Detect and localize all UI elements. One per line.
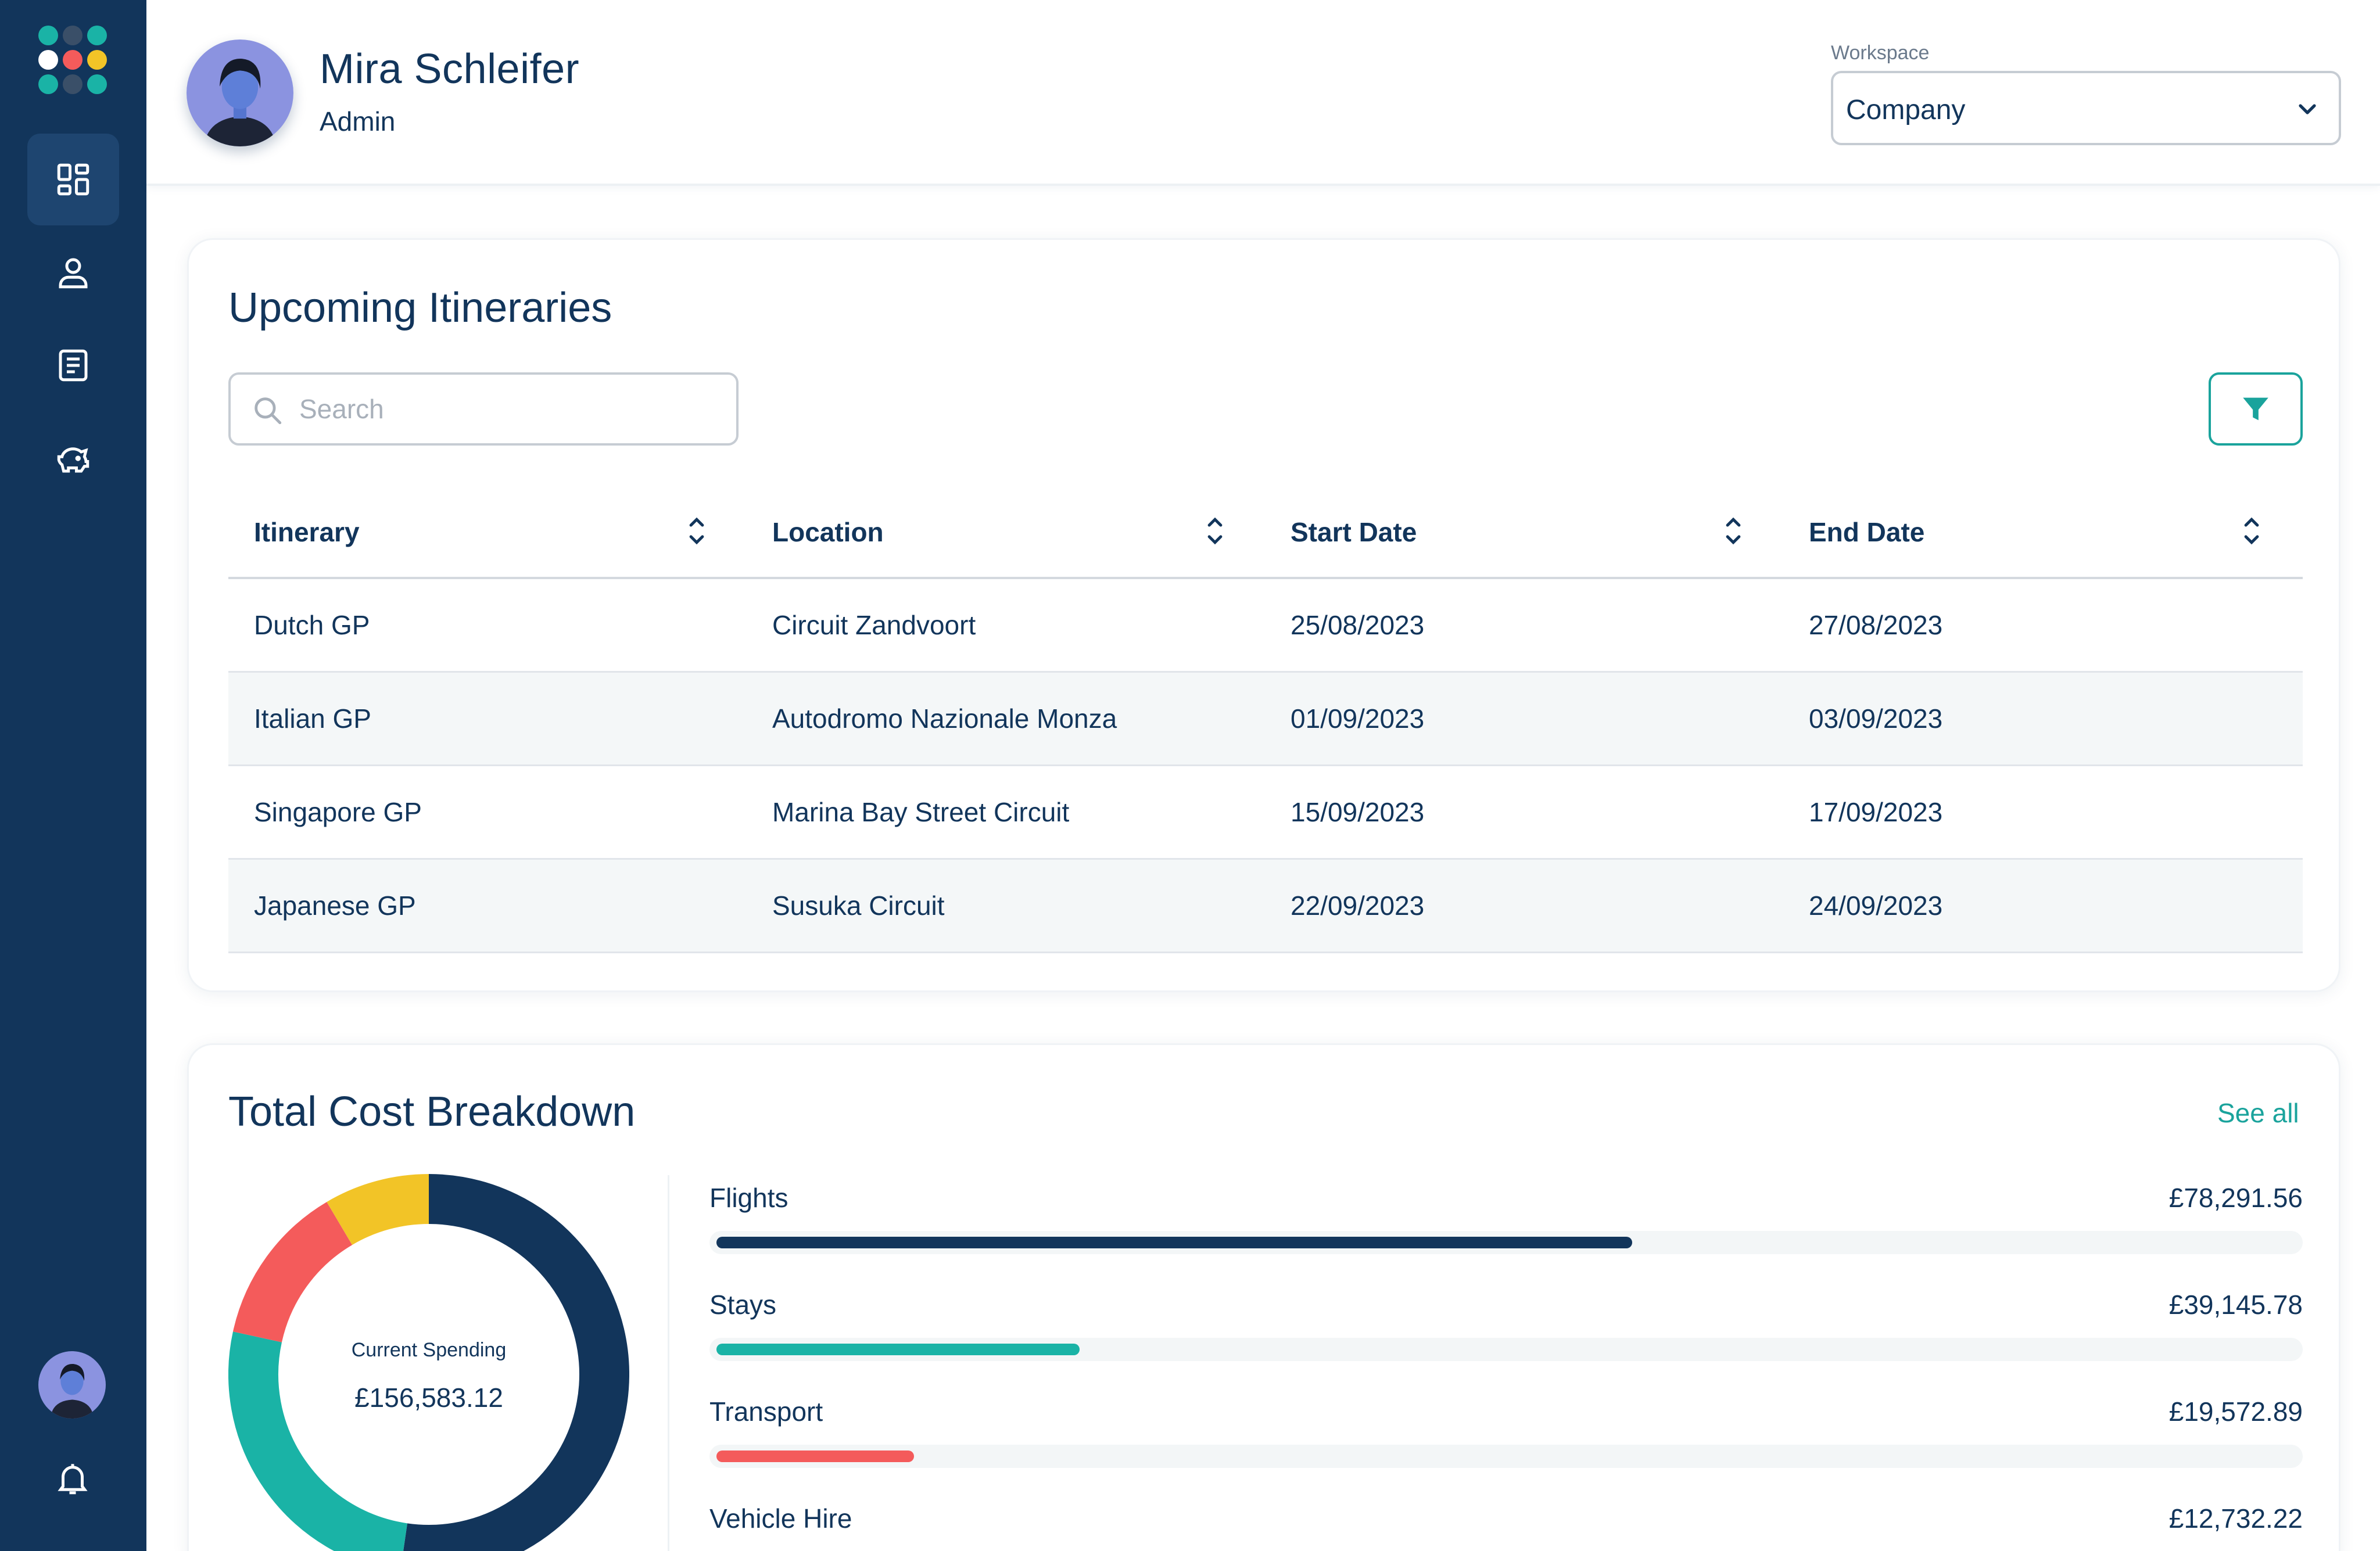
table-header: Itinerary Location Start Date End Date — [228, 484, 2303, 579]
workspace-label: Workspace — [1831, 42, 1930, 64]
donut-segment-flights — [403, 1174, 629, 1551]
donut-label: Current Spending — [351, 1339, 507, 1361]
cell-start-date: 15/09/2023 — [1291, 797, 1425, 827]
user-avatar[interactable] — [187, 40, 293, 146]
dashboard-icon — [57, 163, 89, 196]
spending-donut-chart — [228, 1174, 629, 1551]
search-input[interactable] — [299, 390, 718, 428]
cost-breakdown-title: Total Cost Breakdown — [228, 1089, 636, 1135]
cell-start-date: 01/09/2023 — [1291, 703, 1425, 734]
column-header-start-date[interactable]: Start Date — [1291, 517, 1417, 547]
donut-segment-vehicle-hire — [327, 1174, 429, 1245]
cell-location: Autodromo Nazionale Monza — [772, 703, 1117, 734]
column-header-itinerary[interactable]: Itinerary — [254, 517, 360, 547]
search-box[interactable] — [228, 372, 739, 446]
column-header-location[interactable]: Location — [772, 517, 884, 547]
piggy-bank-icon — [57, 447, 89, 473]
filter-button[interactable] — [2209, 372, 2303, 446]
table-row[interactable]: Italian GP Autodromo Nazionale Monza 01/… — [228, 673, 2303, 766]
cost-item-name: Transport — [709, 1396, 823, 1427]
document-icon — [59, 349, 88, 382]
cost-item-stays[interactable]: Stays £39,145.78 — [709, 1289, 2303, 1370]
donut-value: £156,583.12 — [354, 1383, 503, 1413]
itineraries-title: Upcoming Itineraries — [228, 285, 612, 331]
workspace-value: Company — [1846, 95, 1966, 125]
donut-segment-transport — [232, 1202, 353, 1343]
cost-item-name: Stays — [709, 1290, 777, 1320]
cell-location: Circuit Zandvoort — [772, 610, 976, 640]
cost-item-vehicle-hire[interactable]: Vehicle Hire £12,732.22 — [709, 1503, 2303, 1551]
cell-itinerary: Singapore GP — [254, 797, 422, 827]
cell-itinerary: Dutch GP — [254, 610, 370, 640]
chevron-down-icon — [2299, 104, 2316, 114]
sidebar — [0, 0, 146, 1551]
divider — [668, 1175, 669, 1551]
cost-progress-track — [709, 1338, 2303, 1361]
cost-progress-fill — [716, 1344, 1080, 1355]
cell-end-date: 24/09/2023 — [1809, 891, 1943, 921]
sort-icon[interactable] — [685, 512, 708, 550]
cell-start-date: 22/09/2023 — [1291, 891, 1425, 921]
cost-item-amount: £19,572.89 — [2168, 1396, 2303, 1427]
table-row[interactable]: Dutch GP Circuit Zandvoort 25/08/2023 27… — [228, 579, 2303, 673]
workspace-select[interactable]: Company — [1831, 71, 2341, 145]
sort-icon[interactable] — [2240, 512, 2263, 550]
sort-icon[interactable] — [1203, 512, 1227, 550]
cell-end-date: 17/09/2023 — [1809, 797, 1943, 827]
itineraries-card: Upcoming Itineraries Itinerary Location … — [187, 238, 2340, 992]
user-name: Mira Schleifer — [320, 46, 580, 92]
see-all-link[interactable]: See all — [2217, 1098, 2299, 1128]
user-role: Admin — [320, 106, 396, 137]
cost-item-flights[interactable]: Flights £78,291.56 — [709, 1182, 2303, 1263]
column-header-end-date[interactable]: End Date — [1809, 517, 1925, 547]
itineraries-table: Itinerary Location Start Date End Date D… — [228, 484, 2303, 953]
cost-item-amount: £12,732.22 — [2168, 1503, 2303, 1534]
cell-location: Marina Bay Street Circuit — [772, 797, 1070, 827]
sidebar-item-budget[interactable] — [27, 412, 119, 504]
cost-progress-track — [709, 1231, 2303, 1254]
sidebar-item-documents[interactable] — [27, 319, 119, 411]
cost-item-name: Flights — [709, 1183, 788, 1213]
table-row[interactable]: Japanese GP Susuka Circuit 22/09/2023 24… — [228, 860, 2303, 953]
cost-breakdown-card: Total Cost Breakdown See all Current Spe… — [187, 1043, 2340, 1551]
cell-itinerary: Japanese GP — [254, 891, 416, 921]
sidebar-item-dashboard[interactable] — [27, 134, 119, 225]
cell-location: Susuka Circuit — [772, 891, 945, 921]
search-icon — [255, 397, 282, 425]
sort-icon[interactable] — [1722, 512, 1745, 550]
sidebar-avatar[interactable] — [38, 1351, 106, 1419]
sidebar-item-profile[interactable] — [27, 227, 119, 318]
cost-item-name: Vehicle Hire — [709, 1503, 852, 1534]
cost-item-amount: £78,291.56 — [2168, 1183, 2303, 1213]
cost-progress-fill — [716, 1237, 1633, 1248]
bell-icon[interactable] — [53, 1459, 92, 1498]
cost-item-transport[interactable]: Transport £19,572.89 — [709, 1396, 2303, 1477]
cell-end-date: 03/09/2023 — [1809, 703, 1943, 734]
donut-segment-stays — [228, 1331, 408, 1551]
cell-end-date: 27/08/2023 — [1809, 610, 1943, 640]
user-icon — [59, 258, 88, 289]
cell-start-date: 25/08/2023 — [1291, 610, 1425, 640]
cost-progress-fill — [716, 1451, 914, 1462]
cell-itinerary: Italian GP — [254, 703, 371, 734]
table-row[interactable]: Singapore GP Marina Bay Street Circuit 1… — [228, 766, 2303, 860]
cost-item-amount: £39,145.78 — [2168, 1290, 2303, 1320]
cost-progress-track — [709, 1445, 2303, 1468]
filter-icon — [2243, 397, 2268, 421]
app-logo[interactable] — [38, 26, 107, 94]
